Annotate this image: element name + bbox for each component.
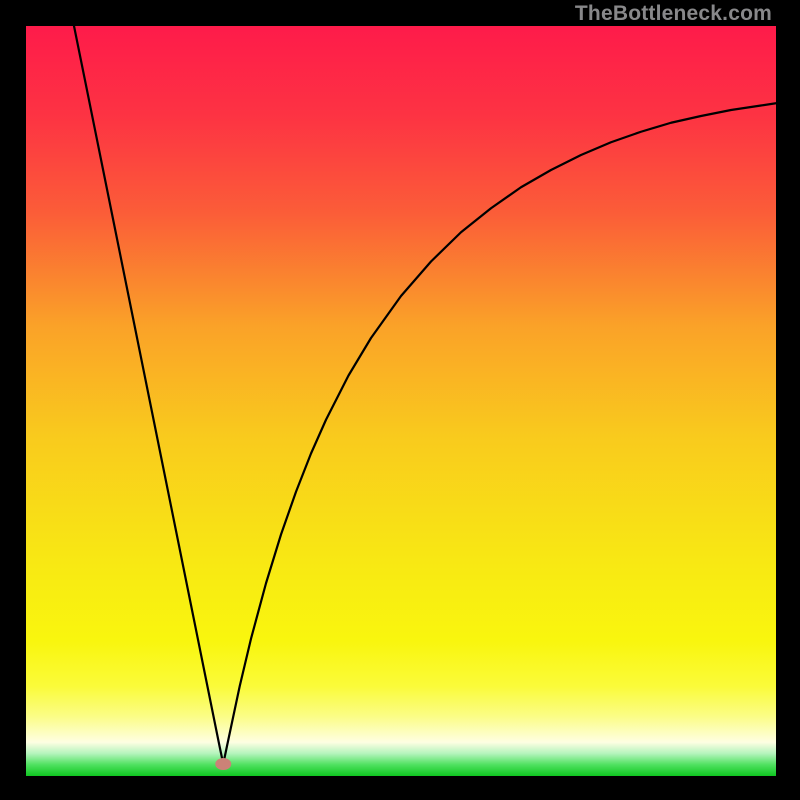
plot-area (26, 26, 776, 776)
chart-frame: TheBottleneck.com (0, 0, 800, 800)
gradient-background (26, 26, 776, 776)
minimum-marker (215, 758, 231, 770)
watermark-text: TheBottleneck.com (575, 2, 772, 26)
bottleneck-chart (26, 26, 776, 776)
